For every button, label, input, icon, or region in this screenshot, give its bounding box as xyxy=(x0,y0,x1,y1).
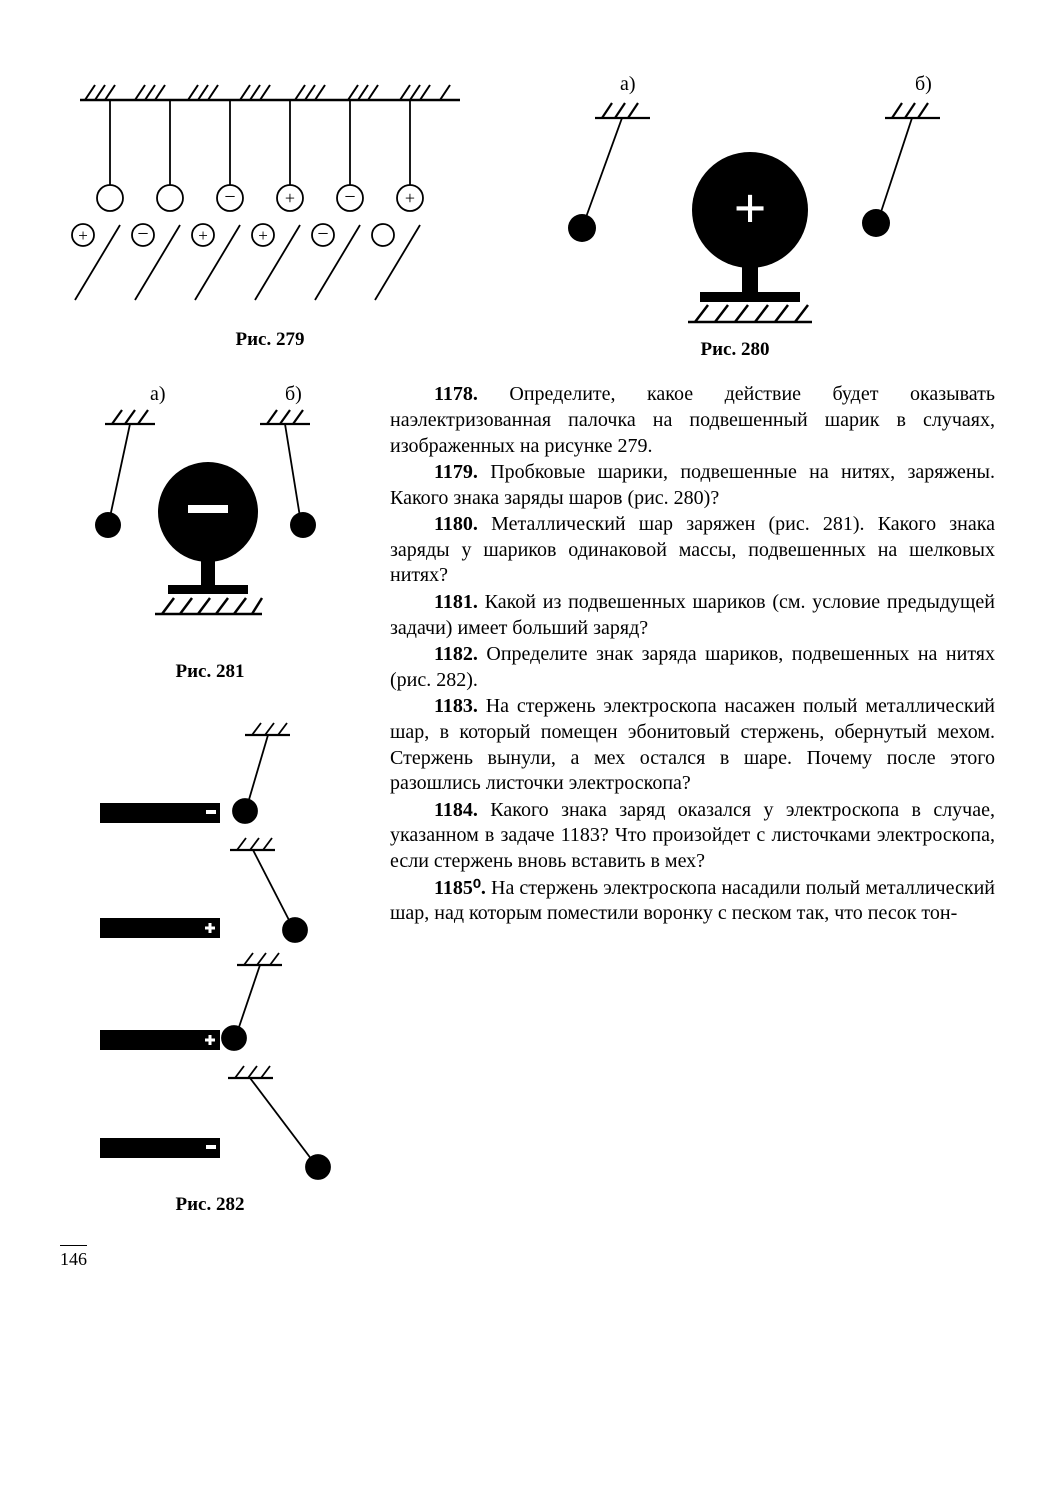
problem-text: Какой из подвешенных шариков (см. услови… xyxy=(390,591,995,639)
problem-1181: 1181. Какой из подвешенных шариков (см. … xyxy=(390,590,995,641)
fig-282-caption: Рис. 282 xyxy=(176,1193,245,1217)
fig-280-label-a: а) xyxy=(620,73,636,95)
fig-280-caption: Рис. 280 xyxy=(520,338,950,362)
fig-280-svg: а) б) + xyxy=(520,70,950,330)
fig-280-sign: + xyxy=(733,176,766,241)
svg-text:+: + xyxy=(258,226,268,245)
problem-number: 1183. xyxy=(434,695,478,717)
left-column: а) б) xyxy=(60,382,360,1217)
page-number: 146 xyxy=(60,1245,87,1271)
problem-1183: 1183. На стержень электроскопа насажен п… xyxy=(390,694,995,796)
problem-text: Металлический шар заряжен (рис. 281). Ка… xyxy=(390,513,995,586)
problem-text: Определите, какое действие будет оказыва… xyxy=(390,383,995,456)
problem-1179: 1179. Пробковые шарики, подвешенные на н… xyxy=(390,460,995,511)
problem-1180: 1180. Металлический шар заряжен (рис. 28… xyxy=(390,512,995,589)
fig-280-label-b: б) xyxy=(915,73,932,95)
fig-281-svg: а) б) xyxy=(80,382,340,652)
fig-281-label-a: а) xyxy=(150,383,166,405)
fig-279-caption: Рис. 279 xyxy=(60,328,480,352)
problem-number: 1180. xyxy=(434,513,478,535)
problem-number: 1185⁰. xyxy=(434,877,486,899)
problem-number: 1178. xyxy=(434,383,478,405)
problem-text: Пробковые шарики, подвешенные на нитях, … xyxy=(390,461,995,509)
fig-282-svg xyxy=(80,715,340,1185)
problem-text-column: 1178. Определите, какое действие будет о… xyxy=(390,382,995,927)
fig-279-svg: + − − + + + xyxy=(60,70,480,320)
mid-row: а) б) xyxy=(60,382,995,1217)
svg-text:+: + xyxy=(405,188,415,208)
problem-1178: 1178. Определите, какое действие будет о… xyxy=(390,382,995,459)
problem-number: 1179. xyxy=(434,461,478,483)
problem-1182: 1182. Определите знак заряда шариков, по… xyxy=(390,642,995,693)
problem-number: 1184. xyxy=(434,799,478,821)
svg-text:−: − xyxy=(344,186,355,208)
fig-281-sign xyxy=(188,505,228,513)
svg-text:+: + xyxy=(285,188,295,208)
problem-text: Какого знака заряд оказался у электроско… xyxy=(390,799,995,872)
svg-text:−: − xyxy=(317,223,328,245)
problem-1184: 1184. Какого знака заряд оказался у элек… xyxy=(390,798,995,875)
problem-number: 1181. xyxy=(434,591,478,613)
figure-279: + − − + + + xyxy=(60,70,480,362)
svg-text:+: + xyxy=(198,226,208,245)
svg-text:−: − xyxy=(137,223,148,245)
problem-text: Определите знак заряда шариков, подвешен… xyxy=(390,643,995,691)
figure-280: а) б) + xyxy=(520,70,950,362)
problem-1185: 1185⁰. На стержень электроскопа насадили… xyxy=(390,876,995,927)
top-figures-row: + − − + + + xyxy=(60,70,995,362)
fig-281-caption: Рис. 281 xyxy=(176,660,245,684)
fig-281-label-b: б) xyxy=(285,383,302,405)
problem-text: На стержень электроскопа насажен полый м… xyxy=(390,695,995,794)
svg-text:+: + xyxy=(78,226,88,245)
problem-number: 1182. xyxy=(434,643,478,665)
svg-text:−: − xyxy=(224,186,235,208)
